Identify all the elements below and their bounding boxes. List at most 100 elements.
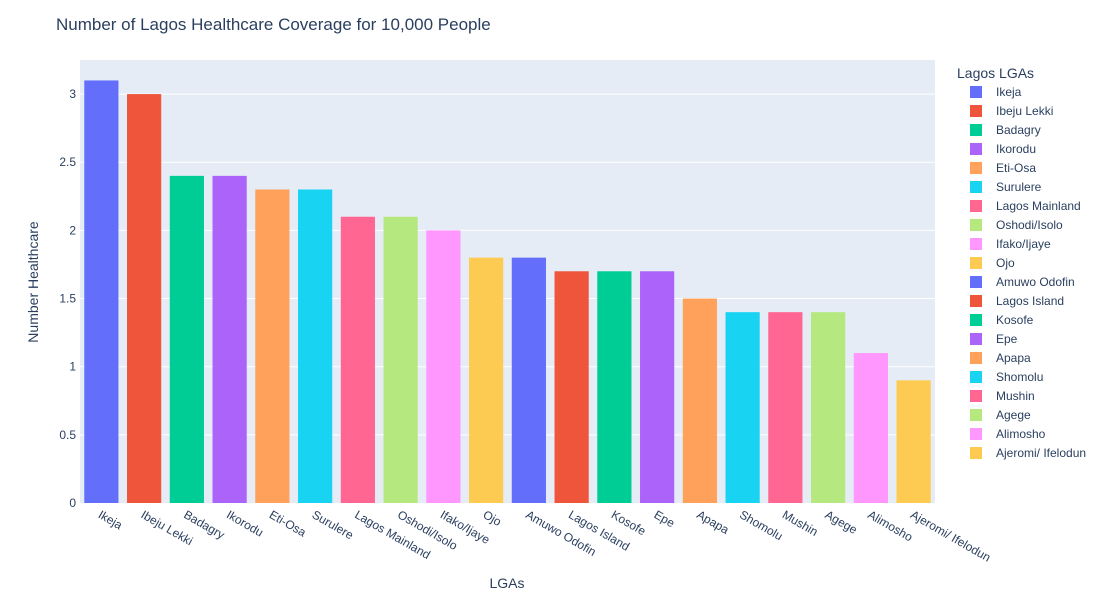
legend-label: Lagos Mainland bbox=[996, 199, 1081, 213]
legend-swatch bbox=[970, 371, 982, 383]
y-tick-label: 1.5 bbox=[59, 292, 76, 306]
legend-swatch bbox=[970, 105, 982, 117]
legend-item[interactable]: Oshodi/Isolo bbox=[970, 218, 1063, 232]
legend-item[interactable]: Kosofe bbox=[970, 313, 1034, 327]
legend-swatch bbox=[970, 447, 982, 459]
legend-item[interactable]: Amuwo Odofin bbox=[970, 275, 1075, 289]
legend-swatch bbox=[970, 276, 982, 288]
bar[interactable] bbox=[255, 189, 290, 503]
legend-swatch bbox=[970, 352, 982, 364]
legend-swatch bbox=[970, 238, 982, 250]
legend-swatch bbox=[970, 162, 982, 174]
x-tick-label: Shomolu bbox=[737, 507, 785, 543]
bar[interactable] bbox=[725, 312, 760, 503]
y-axis-ticks: 0 0.5 1 1.5 2 2.5 3 bbox=[59, 87, 76, 510]
legend-item[interactable]: Ikeja bbox=[970, 85, 1022, 99]
legend-item[interactable]: Lagos Mainland bbox=[970, 199, 1081, 213]
x-tick-label: Mushin bbox=[780, 507, 821, 538]
legend-swatch bbox=[970, 428, 982, 440]
legend-label: Oshodi/Isolo bbox=[996, 218, 1063, 232]
legend-item[interactable]: Alimosho bbox=[970, 427, 1046, 441]
x-axis-title: LGAs bbox=[489, 575, 524, 591]
legend-label: Apapa bbox=[996, 351, 1031, 365]
legend-item[interactable]: Ajeromi/ Ifelodun bbox=[970, 446, 1086, 460]
x-tick-label: Agege bbox=[823, 507, 860, 537]
legend-swatch bbox=[970, 181, 982, 193]
legend-swatch bbox=[970, 86, 982, 98]
bar[interactable] bbox=[896, 380, 931, 503]
legend-swatch bbox=[970, 390, 982, 402]
legend-item[interactable]: Ibeju Lekki bbox=[970, 104, 1053, 118]
bar[interactable] bbox=[554, 271, 589, 503]
legend-item[interactable]: Ifako/Ijaye bbox=[970, 237, 1051, 251]
legend-label: Ajeromi/ Ifelodun bbox=[996, 446, 1086, 460]
legend-item[interactable]: Apapa bbox=[970, 351, 1031, 365]
legend-item[interactable]: Surulere bbox=[970, 180, 1042, 194]
legend-label: Alimosho bbox=[996, 427, 1046, 441]
legend-item[interactable]: Badagry bbox=[970, 123, 1041, 137]
legend-label: Ikorodu bbox=[996, 142, 1036, 156]
x-tick-label: Apapa bbox=[694, 507, 731, 537]
legend[interactable]: Ikeja Ibeju Lekki Badagry Ikorodu Eti-Osa Sur… bbox=[970, 85, 1086, 460]
x-tick-label: Surulere bbox=[310, 507, 357, 542]
x-tick-label: Ajeromi/ Ifelodun bbox=[908, 507, 993, 564]
x-tick-label: Ikorodu bbox=[224, 507, 266, 539]
bar[interactable] bbox=[853, 353, 888, 503]
bars bbox=[84, 80, 931, 504]
legend-label: Lagos Island bbox=[996, 294, 1064, 308]
x-tick-label: Lagos Mainland bbox=[352, 507, 432, 561]
legend-title: Lagos LGAs bbox=[957, 65, 1034, 81]
legend-label: Badagry bbox=[996, 123, 1041, 137]
bar[interactable] bbox=[597, 271, 632, 503]
bar[interactable] bbox=[212, 175, 247, 503]
legend-label: Agege bbox=[996, 408, 1031, 422]
legend-item[interactable]: Mushin bbox=[970, 389, 1035, 403]
y-tick-label: 2.5 bbox=[59, 155, 76, 169]
legend-label: Amuwo Odofin bbox=[996, 275, 1075, 289]
legend-item[interactable]: Shomolu bbox=[970, 370, 1043, 384]
legend-label: Ibeju Lekki bbox=[996, 104, 1053, 118]
x-tick-label: Epe bbox=[652, 507, 678, 530]
legend-label: Surulere bbox=[996, 180, 1042, 194]
y-axis-title: Number Healthcare bbox=[25, 221, 41, 343]
bar[interactable] bbox=[426, 230, 461, 503]
y-tick-label: 1 bbox=[69, 360, 76, 374]
plot-background bbox=[80, 60, 935, 503]
legend-item[interactable]: Ikorodu bbox=[970, 142, 1036, 156]
y-tick-label: 2 bbox=[69, 223, 76, 237]
legend-swatch bbox=[970, 333, 982, 345]
legend-item[interactable]: Agege bbox=[970, 408, 1031, 422]
bar[interactable] bbox=[298, 189, 333, 503]
bar[interactable] bbox=[811, 312, 846, 503]
bar[interactable] bbox=[383, 216, 418, 503]
bar[interactable] bbox=[127, 94, 162, 504]
bar[interactable] bbox=[768, 312, 803, 503]
y-tick-label: 0 bbox=[69, 496, 76, 510]
legend-item[interactable]: Epe bbox=[970, 332, 1018, 346]
legend-label: Ojo bbox=[996, 256, 1015, 270]
legend-swatch bbox=[970, 200, 982, 212]
legend-label: Mushin bbox=[996, 389, 1035, 403]
legend-item[interactable]: Eti-Osa bbox=[970, 161, 1036, 175]
bar[interactable] bbox=[84, 80, 119, 503]
bar[interactable] bbox=[169, 175, 204, 503]
legend-label: Ikeja bbox=[996, 85, 1022, 99]
legend-swatch bbox=[970, 143, 982, 155]
legend-swatch bbox=[970, 295, 982, 307]
bar[interactable] bbox=[682, 298, 717, 503]
bar[interactable] bbox=[469, 257, 504, 503]
bar[interactable] bbox=[511, 257, 546, 503]
bar[interactable] bbox=[340, 216, 375, 503]
legend-item[interactable]: Ojo bbox=[970, 256, 1015, 270]
legend-label: Ifako/Ijaye bbox=[996, 237, 1051, 251]
bar[interactable] bbox=[640, 271, 675, 503]
legend-item[interactable]: Lagos Island bbox=[970, 294, 1064, 308]
y-tick-label: 0.5 bbox=[59, 428, 76, 442]
x-tick-label: Eti-Osa bbox=[267, 507, 309, 539]
legend-swatch bbox=[970, 124, 982, 136]
x-tick-label: Ojo bbox=[481, 507, 504, 529]
y-tick-label: 3 bbox=[69, 87, 76, 101]
chart-title: Number of Lagos Healthcare Coverage for … bbox=[56, 15, 491, 34]
